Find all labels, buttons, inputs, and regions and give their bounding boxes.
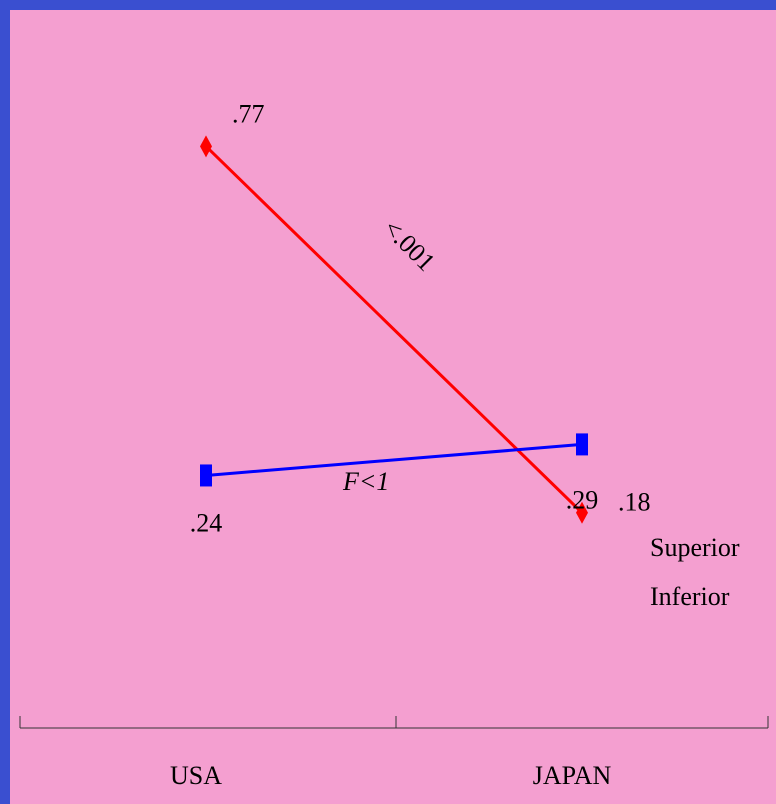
marker-superior-japan bbox=[576, 501, 588, 524]
chart-panel: .77 .18 .24 .29 <.001 F<1 Superior Inferior… bbox=[10, 10, 776, 804]
data-label-superior-japan: .18 bbox=[618, 488, 651, 517]
series-markers bbox=[200, 135, 588, 524]
legend-superior: Superior bbox=[650, 533, 740, 562]
series-line-inferior bbox=[205, 442, 583, 477]
data-label-inferior-japan: .29 bbox=[566, 485, 599, 514]
legend-inferior: Inferior bbox=[650, 582, 730, 611]
superior-test-annotation: <.001 bbox=[378, 214, 441, 277]
x-tick-label-usa: USA bbox=[170, 761, 222, 790]
marker-inferior-usa bbox=[200, 464, 212, 487]
marker-superior-usa bbox=[200, 135, 212, 158]
inferior-test-annotation: F<1 bbox=[342, 467, 389, 496]
x-axis bbox=[19, 716, 769, 729]
line-chart: .77 .18 .24 .29 <.001 F<1 Superior Inferior… bbox=[19, 99, 769, 790]
data-label-superior-usa: .77 bbox=[232, 99, 265, 128]
x-tick-label-japan: JAPAN bbox=[533, 761, 612, 790]
data-labels: .77 .18 .24 .29 bbox=[190, 99, 651, 537]
series-line-superior bbox=[204, 145, 584, 514]
series-lines bbox=[204, 145, 584, 514]
data-label-inferior-usa: .24 bbox=[190, 508, 223, 537]
marker-inferior-japan bbox=[576, 433, 588, 456]
